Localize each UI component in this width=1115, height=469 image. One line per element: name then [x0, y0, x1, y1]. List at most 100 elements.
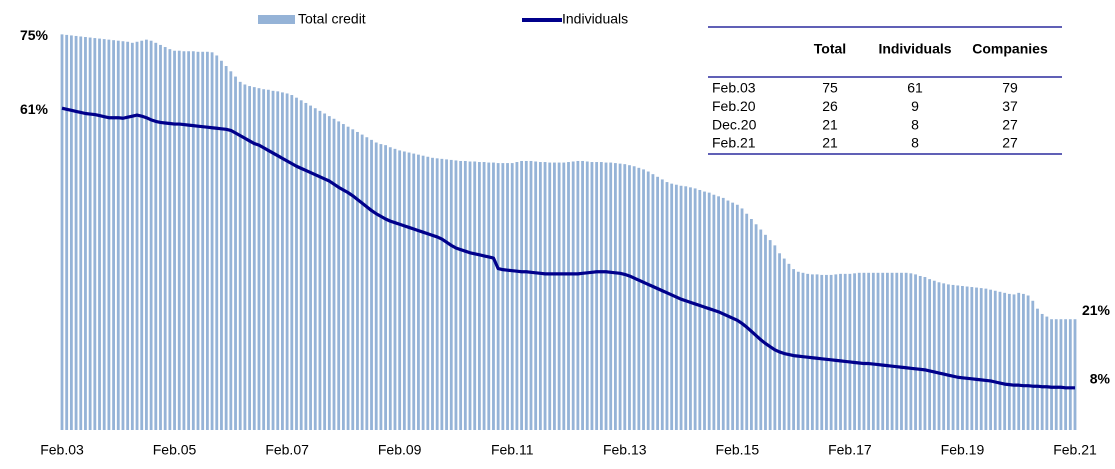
- bar: [1026, 295, 1030, 430]
- bar: [632, 166, 636, 430]
- bar: [295, 97, 298, 431]
- bar: [262, 89, 266, 431]
- legend-label: Total credit: [298, 11, 366, 27]
- annotation: 21%: [1082, 302, 1111, 318]
- bar: [454, 160, 458, 430]
- bar: [332, 118, 336, 431]
- bar: [956, 285, 960, 430]
- bar: [886, 272, 889, 430]
- bar: [1040, 313, 1044, 430]
- bar: [801, 272, 805, 430]
- bar: [557, 162, 561, 430]
- bar: [670, 183, 674, 430]
- bar: [421, 155, 425, 430]
- bar: [637, 167, 641, 430]
- bar: [407, 152, 411, 430]
- bar: [707, 192, 711, 430]
- bar: [492, 162, 495, 430]
- bar: [1031, 300, 1035, 430]
- bar: [248, 86, 251, 430]
- bar: [229, 71, 233, 431]
- bar: [65, 34, 69, 431]
- bar: [168, 49, 172, 431]
- bar: [271, 90, 275, 430]
- x-tick-label: Feb.17: [828, 442, 872, 458]
- bar: [989, 289, 992, 430]
- bar: [979, 288, 983, 430]
- bar: [876, 272, 880, 430]
- bar: [370, 139, 373, 430]
- bar: [1012, 294, 1016, 430]
- bar: [759, 229, 763, 430]
- bar: [642, 169, 645, 431]
- bar: [857, 272, 861, 430]
- bar: [674, 184, 678, 430]
- bar: [426, 156, 430, 430]
- bar: [159, 44, 162, 431]
- bar: [562, 162, 566, 430]
- bar: [341, 124, 345, 431]
- bar: [961, 285, 964, 430]
- bar: [1073, 319, 1077, 430]
- bar: [459, 160, 463, 430]
- bar: [623, 164, 627, 430]
- table-cell: Feb.21: [712, 135, 756, 151]
- bar: [215, 55, 219, 430]
- x-tick-label: Feb.07: [265, 442, 309, 458]
- bar: [360, 134, 364, 430]
- bar: [585, 161, 589, 430]
- bar: [135, 41, 139, 430]
- table-cell: 75: [822, 80, 838, 96]
- table-cell: 61: [907, 80, 923, 96]
- bar: [210, 52, 214, 431]
- bar: [914, 274, 917, 430]
- bar: [140, 40, 144, 431]
- bar: [276, 91, 280, 430]
- bar: [501, 163, 505, 430]
- bar: [177, 50, 181, 430]
- bar: [946, 284, 950, 430]
- x-tick-label: Feb.09: [378, 442, 422, 458]
- bar: [928, 279, 932, 430]
- bar: [628, 165, 631, 430]
- bar: [656, 176, 660, 430]
- bar: [937, 282, 941, 430]
- bar: [796, 271, 800, 430]
- bar: [112, 40, 115, 431]
- bar: [402, 151, 406, 431]
- bar: [69, 35, 73, 431]
- bar: [651, 174, 655, 430]
- bar: [365, 137, 369, 431]
- bar: [313, 108, 317, 430]
- bar: [281, 92, 284, 431]
- table-cell: Dec.20: [712, 116, 757, 132]
- bar: [309, 105, 312, 431]
- bar: [538, 162, 542, 430]
- bar: [107, 39, 111, 431]
- bar: [778, 253, 781, 430]
- bar: [581, 160, 584, 430]
- bar: [679, 185, 683, 430]
- bar: [346, 126, 350, 430]
- legend-swatch: [258, 15, 295, 24]
- bar: [1045, 316, 1049, 430]
- table-cell: 79: [1002, 80, 1018, 96]
- bar: [252, 87, 256, 430]
- bar: [998, 291, 1002, 430]
- bar: [923, 277, 927, 430]
- bar: [871, 272, 875, 430]
- bar: [506, 163, 509, 430]
- bar: [1050, 319, 1053, 430]
- bar: [604, 162, 608, 430]
- table-header: Companies: [972, 41, 1048, 57]
- bar: [970, 287, 974, 430]
- table-cell: 37: [1002, 98, 1018, 114]
- table-cell: 8: [911, 135, 919, 151]
- bar: [1003, 292, 1007, 430]
- bar: [834, 274, 838, 430]
- bar: [440, 158, 444, 431]
- bar: [257, 88, 261, 431]
- bar: [740, 208, 744, 430]
- bar: [463, 160, 467, 430]
